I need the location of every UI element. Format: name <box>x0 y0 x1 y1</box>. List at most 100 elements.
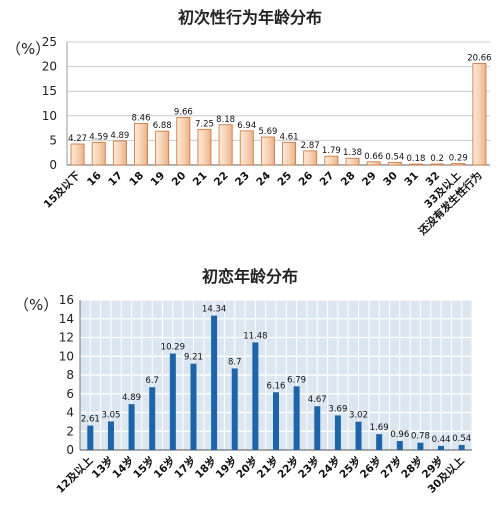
chart-1-data-label: 0.18 <box>407 154 426 164</box>
chart-2-y-tick-label: 16 <box>59 293 74 307</box>
chart-1-title: 初次性行为年龄分布 <box>177 8 322 27</box>
chart-2-bar <box>169 353 176 450</box>
chart-1-data-label: 4.27 <box>68 134 87 144</box>
chart-1-y-tick-label: 15 <box>42 84 57 98</box>
chart-1-data-label: 4.89 <box>110 131 129 141</box>
chart-1-unit-label: （%） <box>6 40 51 58</box>
chart-1-bar <box>176 117 191 166</box>
chart-1-y-tick-label: 5 <box>49 133 57 147</box>
chart-2-x-tick-label: 28岁 <box>399 454 426 481</box>
chart-1-bar <box>387 161 402 166</box>
chart-2-x-tick-label: 26岁 <box>357 454 384 481</box>
chart-1-bar <box>430 163 445 166</box>
chart-2-title: 初恋年龄分布 <box>201 267 298 286</box>
chart-2-y-tick-label: 6 <box>66 387 74 401</box>
chart-2-y-tick-label: 8 <box>66 368 74 382</box>
chart-1-bar <box>155 130 170 166</box>
chart-1-bar <box>218 124 233 166</box>
chart-1-data-label: 8.18 <box>216 115 235 125</box>
chart-2-x-tick-label: 27岁 <box>378 454 405 481</box>
chart-2-bar <box>231 368 238 450</box>
chart-2-x-tick-label: 25岁 <box>337 454 364 481</box>
chart-2-bar <box>149 387 156 450</box>
chart-1-bar <box>239 130 254 166</box>
chart-2-x-tick-label: 23岁 <box>295 454 322 481</box>
chart-2-x-tick-label: 14岁 <box>110 454 137 481</box>
chart-2-bar <box>438 445 445 450</box>
chart-1-data-label: 2.87 <box>301 141 320 151</box>
chart-2-x-tick-label: 21岁 <box>254 454 281 481</box>
chart-1-bar <box>324 155 339 166</box>
chart-1-data-label: 6.94 <box>237 121 256 131</box>
chart-1-bar <box>91 142 106 166</box>
chart-1-bar <box>282 141 297 166</box>
chart-2-x-tick-label: 12及以上 <box>54 454 96 496</box>
chart-2-data-label: 0.54 <box>452 434 471 444</box>
chart-2-y-tick-label: 14 <box>59 312 74 326</box>
chart-2-y-tick-label: 0 <box>66 443 74 457</box>
chart-2-y-tick-label: 10 <box>59 349 74 363</box>
chart-2-data-label: 3.69 <box>328 404 347 414</box>
chart-2-data-label: 6.79 <box>287 375 306 385</box>
chart-1-data-label: 20.66 <box>467 53 491 63</box>
chart-2-data-label: 3.05 <box>101 410 120 420</box>
chart-2-data-label: 0.96 <box>390 430 409 440</box>
chart-2-data-label: 0.78 <box>411 432 430 442</box>
chart-1-data-label: 6.88 <box>153 121 172 131</box>
chart-2-data-label: 10.29 <box>161 343 185 353</box>
chart-2-bar <box>128 404 135 450</box>
chart-1-data-label: 7.25 <box>195 119 214 129</box>
chart-2-data-label: 3.02 <box>349 411 368 421</box>
chart-2-data-label: 2.61 <box>81 415 100 425</box>
chart-2-y-tick-label: 2 <box>66 424 74 438</box>
chart-1-bar <box>472 62 487 166</box>
chart-1-y-tick-label: 20 <box>42 60 57 74</box>
chart-2-data-label: 8.7 <box>228 357 242 367</box>
chart-2-x-tick-label: 15岁 <box>130 454 157 481</box>
chart-1-y-tick-label: 25 <box>42 35 57 49</box>
chart-1-data-label: 4.61 <box>280 132 299 142</box>
chart-2-data-label: 14.34 <box>202 305 226 315</box>
chart-1-data-label: 1.79 <box>322 146 341 156</box>
chart-2-bar <box>417 442 424 450</box>
chart-2-data-label: 9.21 <box>184 353 203 363</box>
chart-2-bar <box>314 406 321 450</box>
chart-2-bar <box>107 421 114 450</box>
chart-1-data-label: 8.46 <box>132 113 151 123</box>
chart-2-bar <box>458 444 465 450</box>
chart-1-data-label: 9.66 <box>174 107 193 117</box>
chart-1-bar <box>451 163 466 166</box>
chart-2-data-label: 4.89 <box>122 393 141 403</box>
chart-1-y-tick-label: 0 <box>49 158 57 172</box>
chart-1-data-label: 1.38 <box>343 148 362 158</box>
chart-2-data-label: 0.44 <box>432 435 451 445</box>
chart-2-bar <box>293 386 300 450</box>
chart-2-data-label: 4.67 <box>308 395 327 405</box>
chart-1-data-label: 0.54 <box>385 152 404 162</box>
chart-2-data-label: 11.48 <box>243 331 267 341</box>
chart-1-bar <box>70 143 85 166</box>
chart-2-y-tick-label: 12 <box>59 331 74 345</box>
chart-2-bar <box>396 441 403 450</box>
chart-1-data-label: 0.29 <box>449 154 468 164</box>
chart-2-x-tick-label: 24岁 <box>316 454 343 481</box>
chart-2-bar <box>211 315 218 450</box>
chart-2-bar <box>190 363 197 450</box>
chart-1-bar <box>260 136 275 166</box>
chart-1-first-sex-age: 05101520254.2715及以下4.59164.89178.46186.8… <box>42 35 492 238</box>
chart-2-bar <box>273 392 279 450</box>
chart-2-x-tick-label: 13岁 <box>89 454 116 481</box>
chart-2-x-tick-label: 18岁 <box>192 454 219 481</box>
chart-1-bar <box>366 161 381 166</box>
chart-1-bar <box>303 150 318 166</box>
chart-1-bar <box>112 140 127 166</box>
chart-2-bar <box>334 415 341 450</box>
chart-1-bar <box>409 163 423 166</box>
chart-2-bar <box>355 421 362 450</box>
chart-1-data-label: 4.59 <box>89 132 108 142</box>
chart-1-bar <box>345 157 360 166</box>
chart-2-data-label: 6.16 <box>267 381 286 391</box>
chart-2-data-label: 6.7 <box>145 376 159 386</box>
chart-2-x-tick-label: 16岁 <box>151 454 178 481</box>
